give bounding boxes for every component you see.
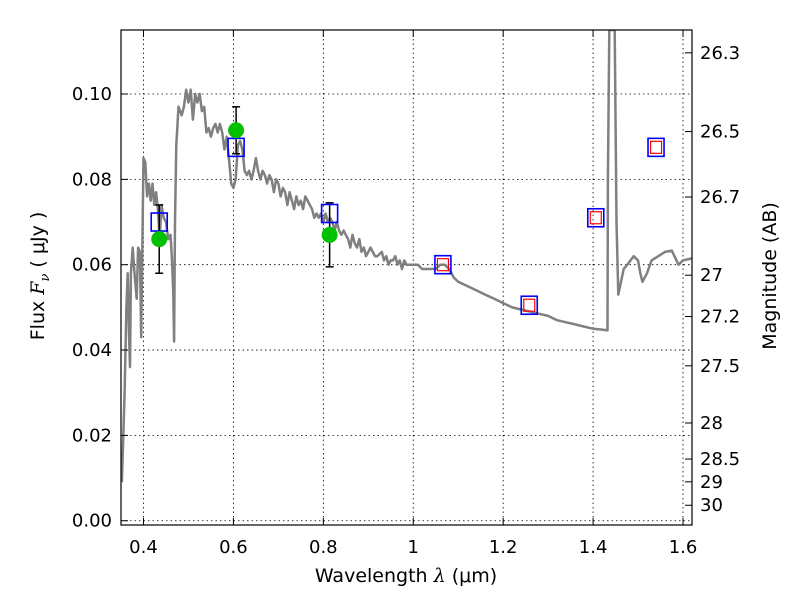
x-tick-label: 0.4 xyxy=(129,537,158,558)
model-band-square xyxy=(320,203,339,224)
magnitude-tick-label: 28.5 xyxy=(700,449,740,470)
observed-flux-point xyxy=(228,122,245,139)
model-spectrum-line xyxy=(121,30,692,483)
y-axis-ticks: 0.00 0.02 0.04 0.06 0.08 0.10 xyxy=(72,84,128,532)
magnitude-tick-label: 27 xyxy=(700,265,723,286)
x-axis-title-symbol: λ xyxy=(433,565,446,587)
y-tick-label: 0.00 xyxy=(72,511,112,532)
x-tick-label: 1.6 xyxy=(669,537,698,558)
plot-border xyxy=(120,29,693,526)
model-band-square xyxy=(647,137,665,158)
model-band-square xyxy=(520,295,539,316)
observed-flux-point xyxy=(321,226,338,243)
model-spectrum-series xyxy=(121,30,692,483)
x-axis-title-unit: (μm) xyxy=(452,565,497,587)
x-axis-title-main: Wavelength xyxy=(315,565,428,587)
model-band-square xyxy=(586,207,605,228)
model-band-inner-square xyxy=(589,211,602,225)
model-band-inner-square xyxy=(436,258,450,272)
model-band-square xyxy=(227,137,245,158)
x-tick-label: 1.4 xyxy=(579,537,608,558)
plot-frame xyxy=(120,29,693,526)
model-band-square xyxy=(434,254,452,275)
x-axis-title: Wavelength λ (μm) xyxy=(315,565,497,587)
magnitude-tick-label: 30 xyxy=(700,495,723,516)
magnitude-tick-label: 26.7 xyxy=(700,187,740,208)
magnitude-tick-label: 27.2 xyxy=(700,306,740,327)
x-tick-label: 0.6 xyxy=(219,537,248,558)
y-tick-label: 0.02 xyxy=(72,425,112,446)
model-band-square xyxy=(150,212,169,232)
grid-lines xyxy=(121,30,692,525)
y-tick-label: 0.08 xyxy=(72,169,112,190)
x-tick-label: 0.8 xyxy=(309,537,338,558)
magnitude-tick-label: 26.3 xyxy=(700,43,740,64)
y-tick-label: 0.04 xyxy=(72,340,112,361)
x-tick-label: 1 xyxy=(408,537,419,558)
model-band-inner-square xyxy=(523,298,536,312)
y-axis-title-main: Flux xyxy=(27,301,49,341)
model-band-inner-square xyxy=(649,140,663,154)
magnitude-axis-title: Magnitude (AB) xyxy=(759,202,781,350)
x-tick-label: 1.2 xyxy=(489,537,518,558)
magnitude-tick-label: 26.5 xyxy=(700,122,740,143)
y-axis-title-symbol: F xyxy=(27,281,49,296)
y-axis-title: Flux Fν ( μJy ) xyxy=(27,212,53,341)
y-axis-title-subscript: ν xyxy=(38,274,53,282)
y-tick-label: 0.10 xyxy=(72,84,112,105)
photometry-markers xyxy=(150,106,665,316)
magnitude-tick-label: 29 xyxy=(700,472,723,493)
x-axis-ticks: 0.4 0.6 0.8 1 1.2 1.4 1.6 xyxy=(129,30,697,558)
magnitude-tick-label: 27.5 xyxy=(700,356,740,377)
observed-flux-point xyxy=(151,231,168,248)
y-tick-label: 0.06 xyxy=(72,255,112,276)
magnitude-tick-label: 28 xyxy=(700,413,723,434)
y-axis-title-unit: ( μJy ) xyxy=(27,212,49,268)
